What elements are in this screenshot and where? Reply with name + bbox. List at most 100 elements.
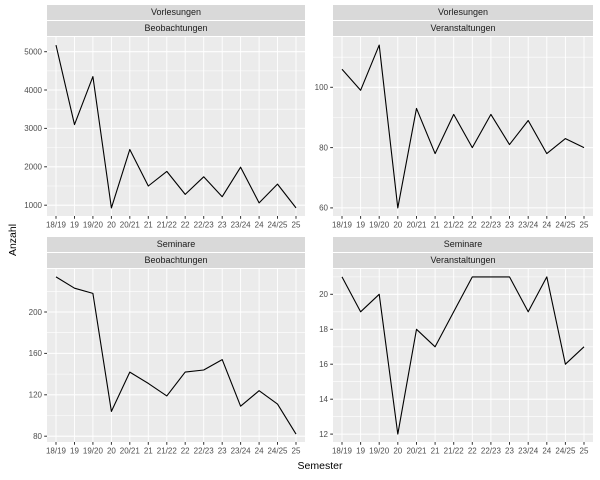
- facet-strip-outer-bottom-right: Seminare: [333, 237, 593, 252]
- series-line-vorlesungen-beobachtungen: [55, 44, 297, 209]
- y-tick-label: 2000: [24, 163, 42, 172]
- x-tick-label: 24/25: [555, 221, 576, 230]
- x-tick-label: 23: [505, 447, 514, 456]
- x-tick-label: 23/24: [518, 221, 539, 230]
- y-tick-label: 14: [319, 395, 328, 404]
- x-tick-label: 22: [468, 447, 477, 456]
- x-tick-label: 20/21: [406, 221, 427, 230]
- y-tick-label: 4000: [24, 86, 42, 95]
- series-line-seminare-beobachtungen: [55, 276, 297, 435]
- y-axis-title: Anzahl: [7, 223, 19, 257]
- x-tick-label: 22/23: [481, 447, 502, 456]
- x-tick-label: 19: [356, 447, 365, 456]
- x-tick-label: 23/24: [231, 221, 252, 230]
- panel-background: [47, 37, 305, 216]
- y-tick-label: 60: [319, 204, 328, 213]
- x-tick-label: 20: [107, 221, 116, 230]
- x-tick-label: 23: [218, 447, 227, 456]
- x-tick-label: 19/20: [369, 447, 390, 456]
- y-tick-label: 1000: [24, 201, 42, 210]
- x-tick-label: 20/21: [120, 221, 141, 230]
- facet-strip-inner-top-right: Veranstaltungen: [333, 21, 593, 36]
- facet-strip-inner-top-left: Beobachtungen: [47, 21, 305, 36]
- x-tick-label: 20: [393, 221, 402, 230]
- x-tick-label: 21/22: [444, 221, 465, 230]
- x-tick-label: 19/20: [369, 221, 390, 230]
- x-tick-label: 21/22: [157, 447, 178, 456]
- x-tick-label: 21: [431, 447, 440, 456]
- strip-label: Seminare: [443, 239, 483, 249]
- strip-label: Seminare: [156, 239, 196, 249]
- facet-panel-2: 80 120 160 200 18/19 19 19/20 20 20/21 21 21/22 22 2…: [29, 269, 305, 456]
- series-line-vorlesungen-veranstaltungen: [341, 44, 585, 209]
- y-tick-label: 5000: [24, 48, 42, 57]
- x-tick-label: 22: [468, 221, 477, 230]
- x-tick-label: 25: [580, 221, 589, 230]
- x-tick-label: 23: [218, 221, 227, 230]
- facet-strip-inner-bottom-right: Veranstaltungen: [333, 253, 593, 268]
- panel-background: [333, 269, 593, 442]
- facet-strip-inner-bottom-left: Beobachtungen: [47, 253, 305, 268]
- x-tick-label: 23/24: [231, 447, 252, 456]
- x-tick-label: 20: [107, 447, 116, 456]
- x-tick-label: 25: [292, 221, 301, 230]
- x-tick-label: 20/21: [406, 447, 427, 456]
- x-tick-label: 18/19: [332, 221, 353, 230]
- x-tick-label: 18/19: [46, 221, 67, 230]
- strip-label: Vorlesungen: [437, 7, 489, 17]
- x-tick-label: 18/19: [46, 447, 67, 456]
- x-tick-label: 24: [542, 221, 551, 230]
- x-tick-label: 22/23: [481, 221, 502, 230]
- y-tick-label: 3000: [24, 124, 42, 133]
- facet-strip-outer-bottom-left: Seminare: [47, 237, 305, 252]
- x-tick-label: 22: [181, 221, 190, 230]
- x-tick-label: 21: [431, 221, 440, 230]
- x-tick-label: 24/25: [555, 447, 576, 456]
- y-tick-label: 100: [315, 83, 329, 92]
- x-tick-label: 23/24: [518, 447, 539, 456]
- x-tick-label: 22/23: [194, 221, 215, 230]
- x-tick-label: 19: [356, 221, 365, 230]
- x-tick-label: 22: [181, 447, 190, 456]
- x-tick-label: 24/25: [267, 447, 288, 456]
- y-tick-label: 160: [29, 349, 43, 358]
- x-tick-label: 21/22: [157, 221, 178, 230]
- facet-strip-outer-top-right: Vorlesungen: [333, 5, 593, 20]
- y-tick-label: 80: [319, 143, 328, 152]
- y-tick-label: 120: [29, 391, 43, 400]
- y-tick-label: 200: [29, 308, 43, 317]
- x-tick-label: 24: [255, 221, 264, 230]
- x-tick-label: 19: [70, 221, 79, 230]
- strip-label: Veranstaltungen: [430, 23, 496, 33]
- panel-background: [47, 269, 305, 442]
- series-line-seminare-veranstaltungen: [341, 276, 585, 435]
- strip-label: Beobachtungen: [144, 255, 208, 265]
- panel-background: [333, 37, 593, 216]
- y-tick-label: 20: [319, 290, 328, 299]
- facet-panel-1: 60 80 100 18/19 19 19/20 20 20/21 21 21/22 22 22/23…: [315, 37, 593, 230]
- x-tick-label: 19: [70, 447, 79, 456]
- x-tick-label: 21: [144, 221, 153, 230]
- x-tick-label: 24: [542, 447, 551, 456]
- x-tick-label: 19/20: [83, 221, 104, 230]
- y-tick-label: 16: [319, 360, 328, 369]
- y-tick-label: 12: [319, 430, 328, 439]
- x-tick-label: 25: [580, 447, 589, 456]
- strip-label: Beobachtungen: [144, 23, 208, 33]
- x-tick-label: 23: [505, 221, 514, 230]
- x-tick-label: 25: [292, 447, 301, 456]
- strip-label: Veranstaltungen: [430, 255, 496, 265]
- x-tick-label: 22/23: [194, 447, 215, 456]
- x-tick-label: 20: [393, 447, 402, 456]
- x-tick-label: 18/19: [332, 447, 353, 456]
- y-tick-label: 80: [33, 432, 42, 441]
- x-axis-title: Semester: [297, 460, 343, 472]
- x-tick-label: 21/22: [444, 447, 465, 456]
- y-tick-label: 18: [319, 325, 328, 334]
- x-tick-label: 21: [144, 447, 153, 456]
- x-tick-label: 24: [255, 447, 264, 456]
